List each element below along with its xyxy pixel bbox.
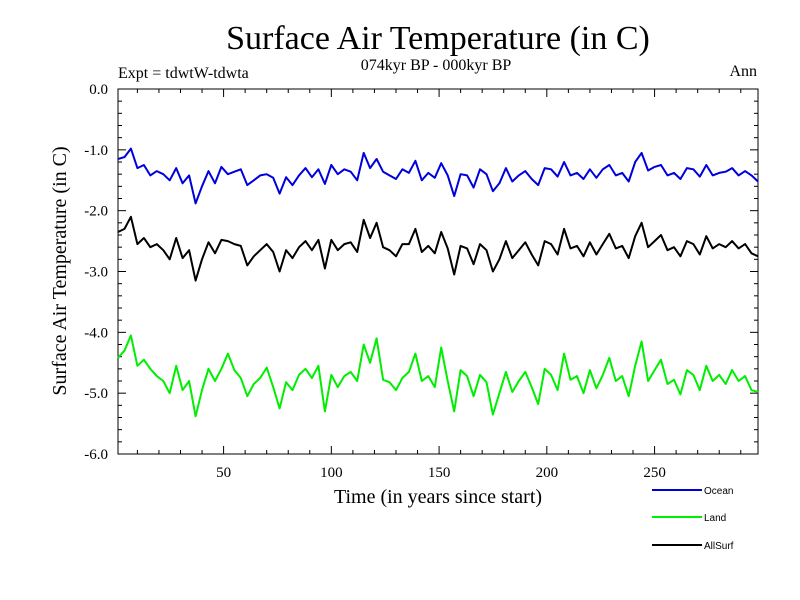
- y-tick-label: -5.0: [84, 386, 108, 402]
- chart-title: Surface Air Temperature (in C): [226, 20, 650, 57]
- series-lines: [117, 147, 759, 418]
- x-tick-label: 100: [320, 465, 343, 481]
- y-tick-label: -1.0: [84, 143, 108, 159]
- season-label: Ann: [729, 63, 757, 80]
- x-tick-label: 250: [643, 465, 666, 481]
- legend-allsurf-label: AllSurf: [704, 541, 734, 552]
- x-tick-label: 150: [428, 465, 451, 481]
- legend-ocean-label: Ocean: [704, 486, 733, 497]
- y-tick-label: -2.0: [84, 204, 108, 220]
- x-axis-tick-labels: 50 100 150 200 250: [216, 465, 666, 481]
- y-tick-label: -4.0: [84, 325, 108, 341]
- y-axis-label: Surface Air Temperature (in C): [49, 146, 71, 395]
- series-line-ocean: [117, 147, 759, 205]
- chart-subtitle: 074kyr BP - 000kyr BP: [361, 57, 512, 74]
- legend-land-label: Land: [704, 513, 726, 524]
- legend: Ocean Land AllSurf: [652, 486, 734, 552]
- y-tick-label: -6.0: [84, 447, 108, 463]
- plot-frame: [117, 88, 759, 455]
- experiment-label: Expt = tdwtW-tdwta: [118, 65, 249, 82]
- x-axis-ticks: [136, 89, 742, 454]
- x-tick-label: 200: [536, 465, 559, 481]
- series-line-allsurf: [117, 215, 759, 282]
- x-axis-label: Time (in years since start): [334, 486, 542, 508]
- series-line-land: [117, 334, 759, 418]
- y-axis-tick-labels: 0.0 -1.0 -2.0 -3.0 -4.0 -5.0 -6.0: [84, 82, 108, 463]
- x-tick-label: 50: [216, 465, 231, 481]
- y-axis-ticks: [118, 88, 758, 455]
- y-tick-label: -3.0: [84, 265, 108, 281]
- y-tick-label: 0.0: [89, 82, 108, 98]
